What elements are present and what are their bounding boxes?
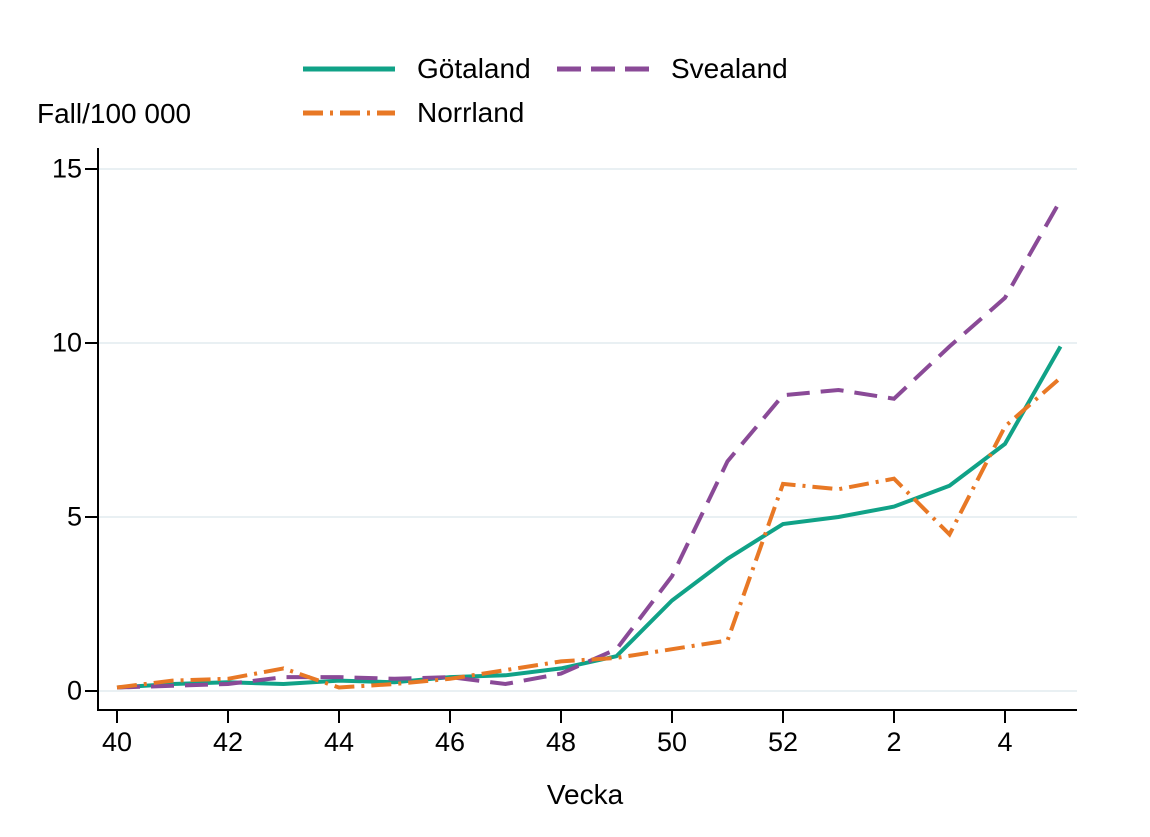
series-line-gtaland	[116, 345, 1063, 690]
legend-label: Götaland	[417, 53, 531, 84]
series-line-svealand	[116, 199, 1063, 690]
x-tick-label-40: 40	[101, 727, 133, 757]
legend-item-svealand: Svealand	[557, 53, 788, 85]
legend-item-norrland: Norrland	[303, 97, 524, 129]
x-tick-label-48: 48	[545, 727, 577, 757]
legend-swatch-dash-dot	[303, 110, 395, 116]
x-axis-title: Vecka	[546, 779, 624, 810]
x-tick-label-44: 44	[323, 727, 355, 757]
legend-swatch-dashed	[557, 66, 649, 72]
legend-swatch-solid	[303, 66, 395, 72]
y-tick-label-15: 15	[51, 153, 82, 184]
y-tick-label-0: 0	[66, 675, 82, 706]
x-tick-label-50: 50	[656, 727, 688, 757]
y-tick-label-10: 10	[51, 327, 82, 358]
legend-label: Norrland	[417, 97, 525, 128]
legend-item-gtaland: Götaland	[303, 53, 531, 85]
y-axis-title: Fall/100 000	[37, 98, 192, 129]
legend-label: Svealand	[671, 53, 788, 84]
x-tick-label-2: 2	[886, 727, 902, 757]
y-tick-label-5: 5	[66, 501, 82, 532]
series-line-norrland	[116, 376, 1062, 690]
x-tick-label-46: 46	[434, 727, 466, 757]
x-tick-label-52: 52	[767, 727, 799, 757]
x-tick-label-42: 42	[212, 727, 244, 757]
x-tick-label-4: 4	[997, 727, 1013, 757]
